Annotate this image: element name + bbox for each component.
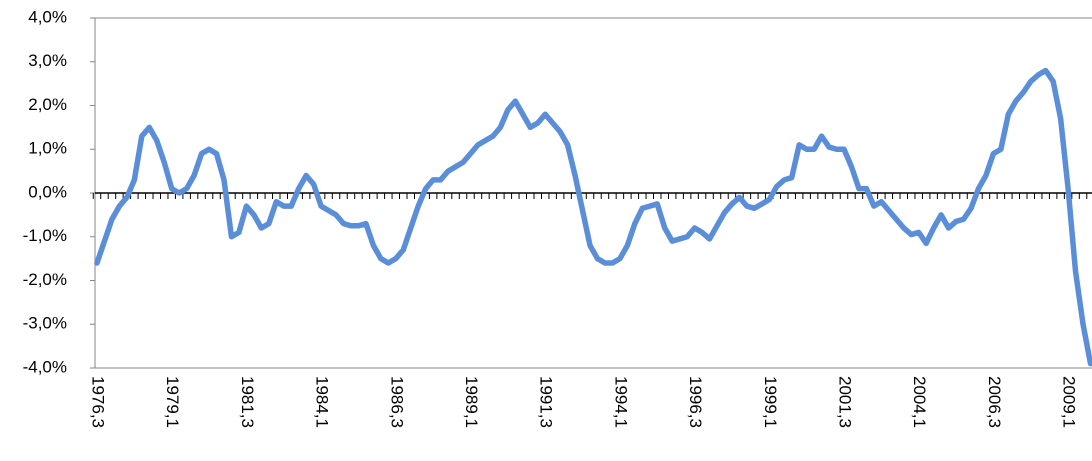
- x-tick-label: 1994,1: [611, 376, 630, 428]
- x-tick-label: 2004,1: [910, 376, 929, 428]
- y-tick-label: 4,0%: [28, 7, 67, 26]
- x-tick-label: 1979,1: [163, 376, 182, 428]
- x-tick-label: 1976,3: [89, 376, 108, 428]
- y-tick-label: -4,0%: [23, 357, 67, 376]
- y-tick-label: 1,0%: [28, 139, 67, 158]
- x-tick-label: 1981,3: [238, 376, 257, 428]
- y-tick-label: -3,0%: [23, 314, 67, 333]
- y-tick-label: 3,0%: [28, 51, 67, 70]
- x-tick-label: 2001,3: [836, 376, 855, 428]
- y-tick-label: -1,0%: [23, 226, 67, 245]
- x-tick-label: 1986,3: [387, 376, 406, 428]
- x-tick-label: 2009,1: [1060, 376, 1079, 428]
- y-tick-label: 2,0%: [28, 95, 67, 114]
- x-tick-label: 1999,1: [761, 376, 780, 428]
- y-tick-label: -2,0%: [23, 270, 67, 289]
- x-tick-label: 1996,3: [686, 376, 705, 428]
- x-tick-label: 1989,1: [462, 376, 481, 428]
- x-tick-label: 1984,1: [313, 376, 332, 428]
- data-line: [94, 67, 1092, 367]
- x-tick-label: 2006,3: [985, 376, 1004, 428]
- x-tick-label: 1991,3: [537, 376, 556, 428]
- y-tick-label: 0,0%: [28, 182, 67, 201]
